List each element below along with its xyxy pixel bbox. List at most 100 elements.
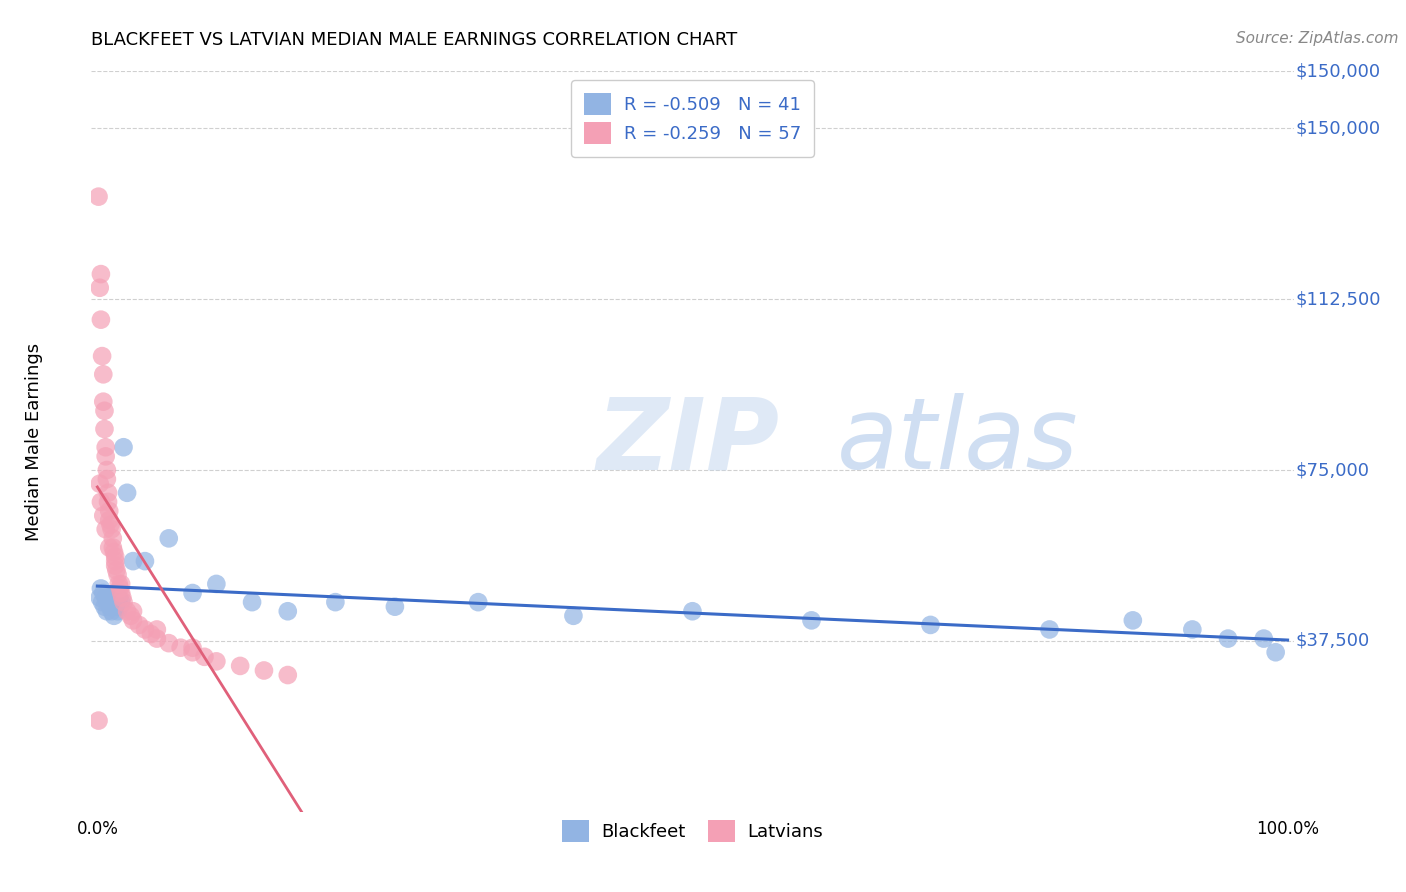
Text: $37,500: $37,500	[1296, 632, 1371, 650]
Point	[96, 463, 118, 477]
Point	[1253, 632, 1275, 646]
Point	[205, 654, 228, 668]
Point	[103, 545, 125, 559]
Point	[98, 504, 121, 518]
Point	[111, 591, 134, 605]
Text: $112,500: $112,500	[1296, 290, 1382, 308]
Point	[94, 440, 117, 454]
Point	[103, 608, 125, 623]
Text: Source: ZipAtlas.com: Source: ZipAtlas.com	[1236, 31, 1399, 46]
Point	[100, 604, 122, 618]
Point	[193, 649, 215, 664]
Point	[104, 549, 127, 564]
Point	[205, 577, 228, 591]
Point	[229, 659, 252, 673]
Point	[94, 591, 117, 605]
Point	[91, 586, 114, 600]
Point	[104, 586, 127, 600]
Point	[115, 604, 138, 618]
Point	[120, 608, 142, 623]
Point	[87, 189, 110, 203]
Point	[107, 604, 129, 618]
Text: $75,000: $75,000	[1296, 461, 1369, 479]
Point	[146, 623, 169, 637]
Point	[90, 267, 112, 281]
Point	[107, 591, 129, 605]
Point	[98, 591, 121, 605]
Point	[277, 668, 299, 682]
Text: $150,000: $150,000	[1296, 62, 1381, 80]
Point	[157, 532, 180, 546]
Point	[1038, 623, 1060, 637]
Point	[89, 281, 111, 295]
Point	[110, 586, 132, 600]
Point	[277, 604, 299, 618]
Point	[100, 599, 122, 614]
Point	[105, 563, 128, 577]
Point	[115, 485, 138, 500]
Point	[101, 532, 124, 546]
Point	[134, 554, 156, 568]
Point	[93, 422, 115, 436]
Point	[97, 595, 120, 609]
Point	[107, 567, 129, 582]
Text: BLACKFEET VS LATVIAN MEDIAN MALE EARNINGS CORRELATION CHART: BLACKFEET VS LATVIAN MEDIAN MALE EARNING…	[91, 31, 738, 49]
Point	[89, 591, 111, 605]
Point	[108, 599, 131, 614]
Point	[107, 577, 129, 591]
Point	[181, 586, 204, 600]
Point	[94, 522, 117, 536]
Point	[146, 632, 169, 646]
Point	[800, 613, 823, 627]
Point	[325, 595, 347, 609]
Point	[91, 394, 114, 409]
Point	[122, 604, 145, 618]
Legend: Blackfeet, Latvians: Blackfeet, Latvians	[550, 807, 835, 855]
Point	[101, 595, 124, 609]
Point	[97, 495, 120, 509]
Point	[920, 618, 942, 632]
Point	[128, 618, 150, 632]
Point	[139, 627, 162, 641]
Point	[91, 508, 114, 523]
Point	[110, 595, 132, 609]
Point	[104, 558, 127, 573]
Point	[93, 599, 115, 614]
Point	[93, 404, 115, 418]
Text: ZIP: ZIP	[596, 393, 779, 490]
Point	[91, 595, 114, 609]
Point	[181, 640, 204, 655]
Point	[108, 582, 131, 596]
Point	[169, 640, 191, 655]
Point	[94, 450, 117, 464]
Point	[1181, 623, 1204, 637]
Point	[240, 595, 263, 609]
Point	[90, 312, 112, 326]
Point	[384, 599, 406, 614]
Point	[96, 604, 118, 618]
Point	[98, 513, 121, 527]
Point	[134, 623, 156, 637]
Point	[122, 613, 145, 627]
Point	[112, 595, 135, 609]
Point	[98, 541, 121, 555]
Point	[90, 495, 112, 509]
Point	[682, 604, 704, 618]
Point	[157, 636, 180, 650]
Point	[181, 645, 204, 659]
Point	[87, 714, 110, 728]
Point	[122, 554, 145, 568]
Text: Median Male Earnings: Median Male Earnings	[25, 343, 42, 541]
Point	[104, 554, 127, 568]
Text: atlas: atlas	[837, 393, 1078, 490]
Point	[110, 577, 132, 591]
Point	[96, 472, 118, 486]
Point	[253, 664, 276, 678]
Point	[467, 595, 489, 609]
Point	[1216, 632, 1239, 646]
Point	[100, 522, 122, 536]
Text: $150,000: $150,000	[1296, 120, 1381, 137]
Point	[1264, 645, 1286, 659]
Point	[562, 608, 585, 623]
Point	[1122, 613, 1144, 627]
